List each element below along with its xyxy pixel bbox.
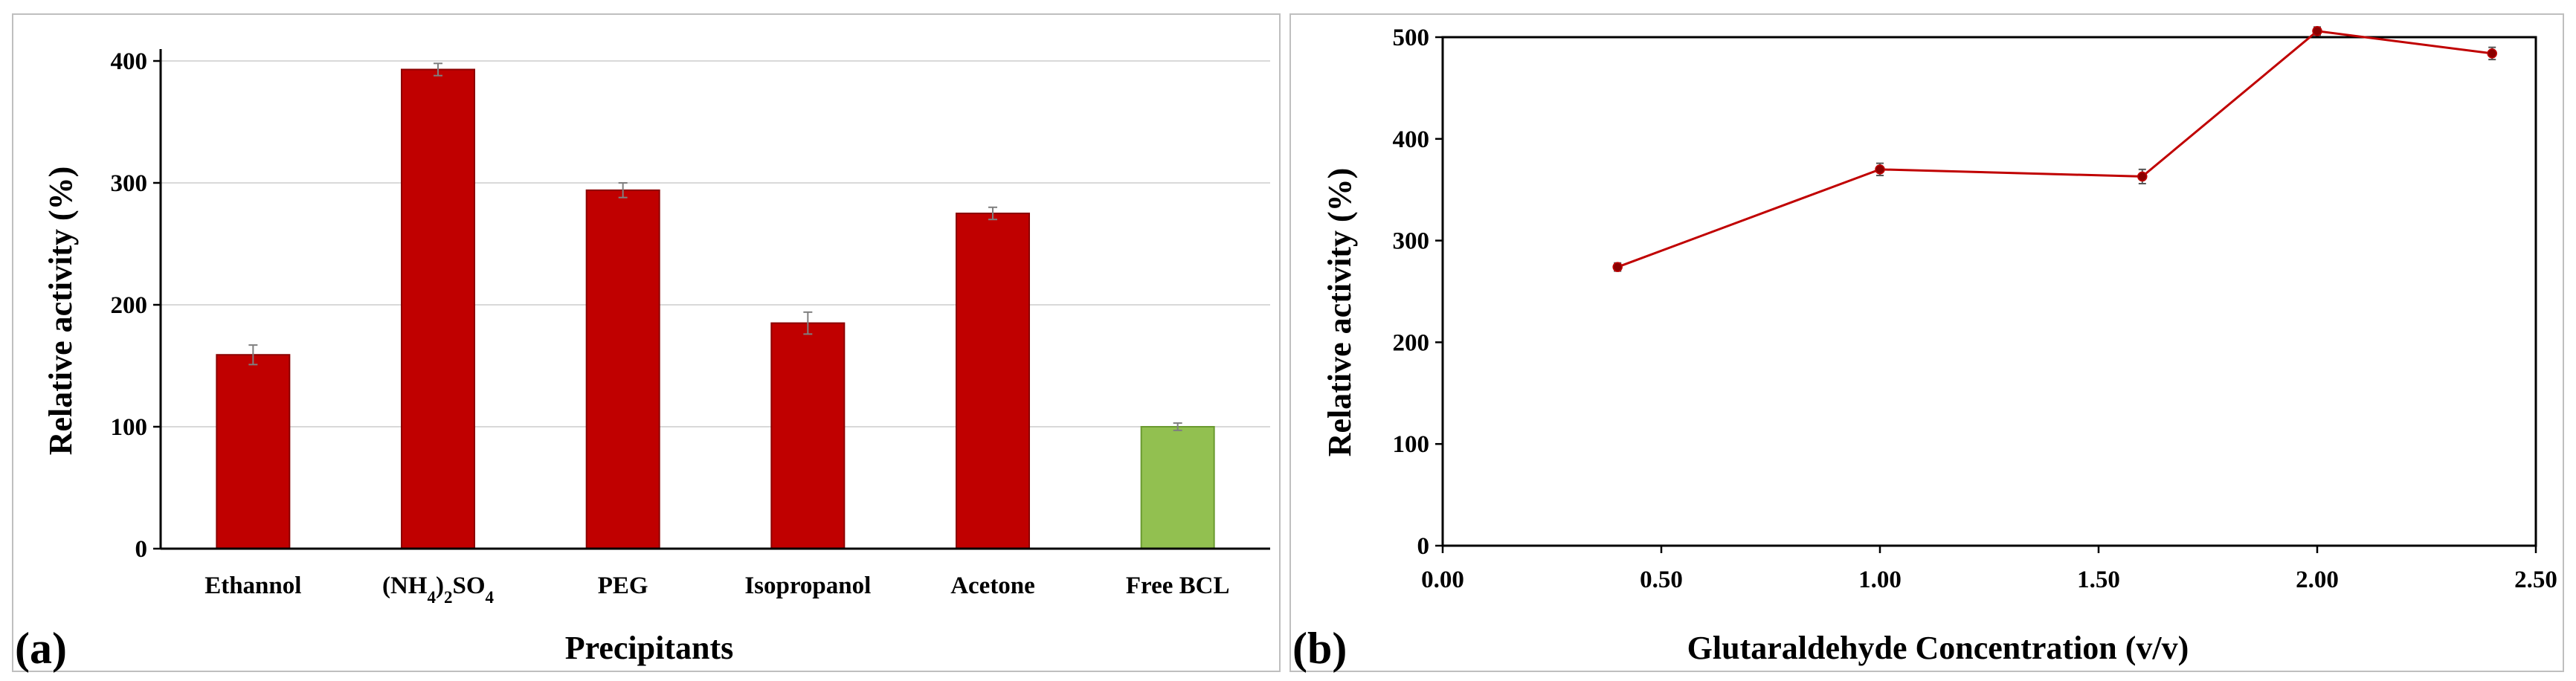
gridlines	[161, 60, 1270, 427]
bar	[216, 354, 291, 549]
x-tick-label: 2.00	[2296, 567, 2339, 593]
x-tick-label: 1.50	[2077, 567, 2120, 593]
x-tick-labels: 0.00 0.50 1.00 1.50 2.00 2.50	[1421, 567, 2557, 593]
bar	[770, 322, 846, 549]
x-tick-label: Free BCL	[1126, 572, 1230, 599]
y-tick-labels: 0 100 200 300 400	[111, 48, 148, 563]
data-points	[1612, 26, 2497, 272]
y-tick-labels: 0 100 200 300 400 500	[1393, 25, 1430, 560]
y-tick-label: 100	[1393, 431, 1430, 458]
y-tick-label: 200	[1393, 329, 1430, 356]
bars	[216, 68, 1215, 550]
y-axis-title: Relative activity (%)	[42, 167, 79, 456]
x-tick-label: Ethannol	[205, 572, 301, 599]
bar	[1140, 426, 1215, 549]
x-tick-label: PEG	[598, 572, 648, 599]
panel-label-a: (a)	[15, 624, 67, 673]
axes	[153, 49, 1270, 550]
error-bars	[1614, 26, 2496, 272]
x-tick-label: 2.50	[2514, 567, 2557, 593]
y-tick-label: 400	[1393, 126, 1430, 153]
bar	[585, 189, 660, 549]
y-tick-label: 0	[135, 536, 148, 563]
y-tick-label: 100	[111, 414, 148, 441]
series-line	[1617, 30, 2493, 268]
plot-frame	[1441, 36, 2537, 547]
bar-chart-precipitants: 0 100 200 300 400 Ethannol (NH4)2SO4 PEG Isopro…	[15, 48, 1270, 673]
y-tick-label: 0	[1417, 533, 1430, 560]
chart-panel-b: 0 100 200 300 400 500 0.00 0.50 1.00 1.50 2.00 2.5…	[1289, 13, 2564, 673]
x-tick-label: (NH4)2SO4	[382, 572, 495, 607]
x-tick-label: 1.00	[1858, 567, 1902, 593]
data-point	[2487, 48, 2497, 59]
x-axis-title: Glutaraldehyde Concentration (v/v)	[1687, 630, 2189, 666]
panel-label-b: (b)	[1292, 624, 1347, 673]
tick-marks	[1435, 36, 2537, 553]
line-chart-glutaraldehyde: 0 100 200 300 400 500 0.00 0.50 1.00 1.50 2.00 2.5…	[1292, 25, 2557, 673]
bar	[401, 68, 475, 550]
plot-area-border	[1441, 36, 2537, 547]
x-tick-label: 0.50	[1640, 567, 1683, 593]
data-point	[1612, 262, 1623, 272]
x-tick-labels: Ethannol (NH4)2SO4 PEG Isopropanol Acetone Fr…	[205, 572, 1229, 607]
series-line-path	[1617, 30, 2493, 268]
y-tick-label: 400	[111, 48, 148, 75]
y-tick-label: 300	[1393, 228, 1430, 255]
data-point	[2312, 26, 2322, 36]
x-axis-title: Precipitants	[565, 630, 734, 666]
bar	[956, 213, 1030, 549]
y-tick-label: 300	[111, 170, 148, 197]
x-tick-label: Isopropanol	[744, 572, 871, 599]
data-point	[2137, 171, 2148, 182]
x-tick-label: Acetone	[950, 572, 1035, 599]
y-axis-title: Relative activity (%)	[1321, 168, 1358, 457]
data-point	[1875, 164, 1885, 175]
x-tick-label: 0.00	[1421, 567, 1464, 593]
error-bars	[248, 62, 1182, 431]
y-tick-label: 500	[1393, 25, 1430, 51]
chart-panel-a: 0 100 200 300 400 Ethannol (NH4)2SO4 PEG Isopro…	[12, 13, 1281, 673]
y-tick-label: 200	[111, 292, 148, 319]
